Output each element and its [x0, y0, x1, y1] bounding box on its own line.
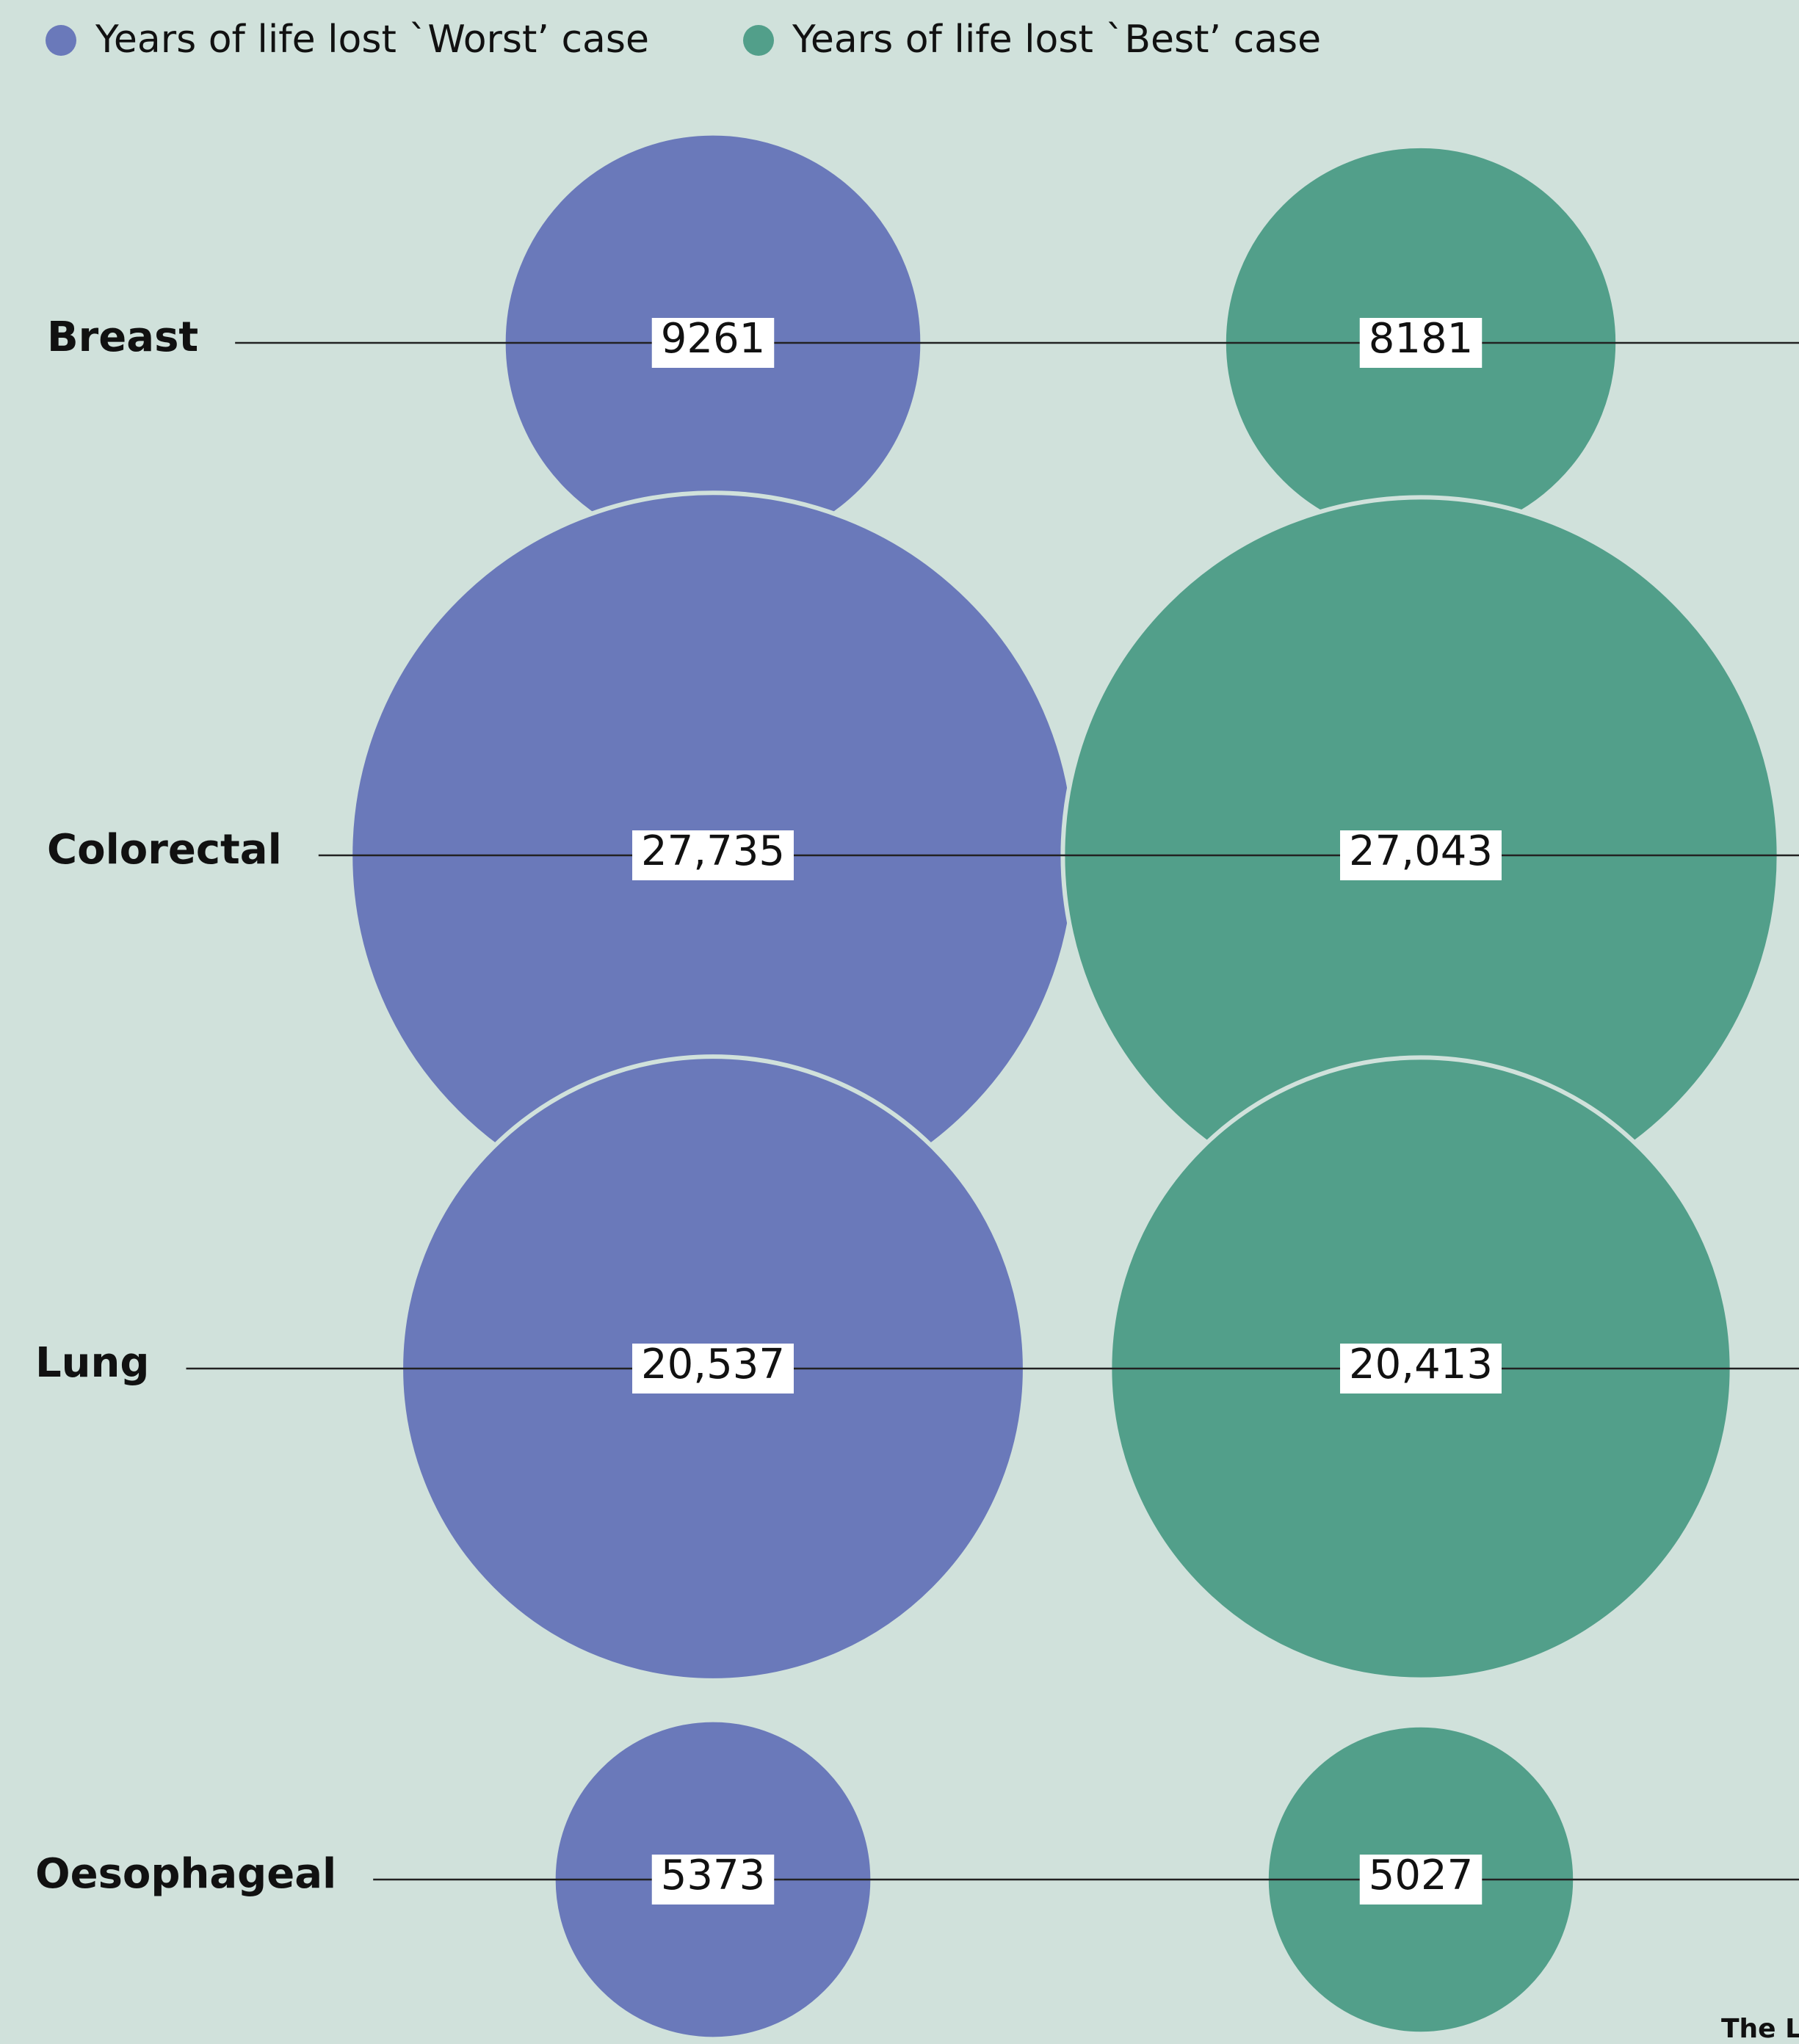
row-lines — [186, 341, 1799, 1881]
value-label-box — [632, 1344, 794, 1394]
value-label-box — [651, 318, 775, 368]
value-label: 20,413 — [1349, 1341, 1493, 1388]
value-label-box — [1359, 1855, 1483, 1905]
labels: Breast Colorectal Lung Oesophageal 9261 27,73… — [35, 314, 1502, 1905]
value-label: 5027 — [1369, 1852, 1474, 1899]
value-label: 20,537 — [641, 1341, 785, 1388]
value-label-box — [1340, 830, 1502, 880]
legend-marker — [743, 25, 774, 56]
value-label-box — [651, 1855, 775, 1905]
value-label-box — [632, 830, 794, 880]
category-label: Breast — [47, 314, 198, 361]
legend-label: Years of life lost `Worst’ case — [95, 18, 649, 62]
value-label-box — [1359, 318, 1483, 368]
legend-label: Years of life lost `Best’ case — [792, 18, 1321, 62]
value-label: 9261 — [661, 315, 766, 363]
value-label: 8181 — [1369, 315, 1474, 363]
source: The L — [1721, 2014, 1799, 2044]
category-label: Oesophageal — [35, 1850, 336, 1898]
value-label: 27,735 — [641, 827, 785, 875]
value-label: 27,043 — [1349, 827, 1493, 875]
category-label: Colorectal — [47, 826, 282, 874]
value-label: 5373 — [661, 1852, 766, 1899]
value-label-box — [1340, 1344, 1502, 1394]
category-label: Lung — [35, 1339, 150, 1387]
legend-marker — [46, 25, 76, 56]
